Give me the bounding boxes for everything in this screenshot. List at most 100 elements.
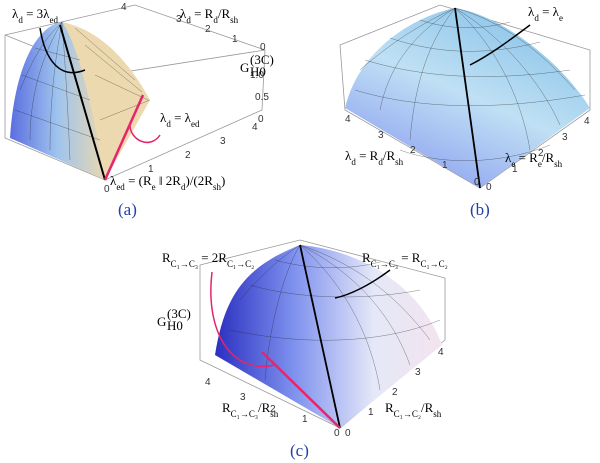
label-part: = R bbox=[515, 150, 538, 165]
subscript: d bbox=[213, 15, 218, 25]
subscript: ed bbox=[116, 182, 125, 192]
tick-label: 4 bbox=[121, 2, 127, 13]
label-part: R bbox=[362, 250, 371, 265]
label: λe = Re/Rsh bbox=[505, 150, 563, 169]
surface bbox=[62, 22, 150, 180]
z-label: G bbox=[157, 314, 166, 329]
label: RC₁→C₃ = 2RC₁→C₂ bbox=[162, 250, 254, 269]
tick-label: 0 bbox=[258, 114, 264, 125]
tick-label: 0 bbox=[345, 428, 351, 439]
label-part: )/(2R bbox=[185, 173, 213, 188]
tick-label: 3 bbox=[220, 136, 226, 147]
label: λd = Rd/Rsh bbox=[345, 148, 404, 167]
arrow bbox=[334, 269, 391, 299]
subscript: sh bbox=[395, 157, 404, 167]
label-part: = R bbox=[398, 250, 421, 265]
z-label-sub: H0 bbox=[167, 318, 183, 333]
label-part: = 2R bbox=[198, 250, 227, 265]
subscript: d bbox=[186, 15, 191, 25]
tick-label: 2 bbox=[410, 145, 416, 156]
tick-label: 1 bbox=[148, 164, 154, 175]
label-part: = λ bbox=[171, 110, 192, 125]
caption: (a) bbox=[118, 200, 137, 219]
z-label: G bbox=[240, 60, 249, 75]
label: λed = (Re ‖ 2Rd)/(2Rsh) bbox=[110, 173, 225, 192]
subscript: sh bbox=[230, 15, 239, 25]
subscript: d bbox=[534, 13, 539, 23]
tick-label: 3 bbox=[562, 132, 568, 143]
tick-label: 1 bbox=[368, 407, 374, 418]
subscript: e bbox=[559, 13, 563, 23]
plot-box bbox=[339, 4, 591, 189]
tick-label: 1 bbox=[512, 164, 518, 175]
label-part: /R bbox=[542, 150, 555, 165]
subscript: ed bbox=[191, 119, 200, 129]
subscript: C₁→C₂ bbox=[420, 259, 447, 269]
label-part: = R bbox=[356, 148, 379, 163]
tick-label: 0 bbox=[474, 177, 480, 188]
panel-c bbox=[199, 239, 446, 429]
tick-label: 3 bbox=[176, 14, 182, 25]
plot-box bbox=[199, 239, 446, 429]
label-part: λ bbox=[160, 110, 167, 125]
tick-label: 0 bbox=[334, 428, 340, 439]
tick-label: 2 bbox=[205, 24, 211, 35]
label-part: λ bbox=[110, 173, 117, 188]
arrow bbox=[129, 124, 161, 144]
subscript: sh bbox=[213, 182, 222, 192]
label: λd = λed bbox=[160, 110, 200, 129]
tick-label: 2 bbox=[185, 150, 191, 161]
label-part: = λ bbox=[539, 4, 560, 19]
tick-label: 3 bbox=[415, 367, 421, 378]
tick-label: 3 bbox=[240, 392, 246, 403]
tick-label: 4 bbox=[205, 377, 211, 388]
subscript: C₁→C₂ bbox=[394, 409, 421, 419]
panel-a bbox=[4, 4, 266, 181]
label-part: λ bbox=[180, 6, 187, 21]
label-part: R bbox=[162, 250, 171, 265]
subscript: e bbox=[152, 182, 156, 192]
label-part: ‖ 2R bbox=[156, 173, 182, 188]
subscript: C₁→C₃ bbox=[171, 259, 198, 269]
arrow bbox=[210, 271, 276, 368]
label-part: λ bbox=[505, 150, 512, 165]
curve bbox=[59, 24, 106, 181]
tick-label: 2 bbox=[538, 148, 544, 159]
tick-label: 0 bbox=[104, 184, 110, 195]
subscript: sh bbox=[554, 159, 563, 169]
label-part: λ bbox=[345, 148, 352, 163]
subscript: sh bbox=[270, 409, 279, 419]
tick-label: 2 bbox=[392, 387, 398, 398]
label: RC₁→C₃ = RC₁→C₂ bbox=[362, 250, 448, 269]
curve bbox=[103, 94, 145, 181]
subscript: sh bbox=[433, 409, 442, 419]
caption: (b) bbox=[470, 200, 490, 219]
label-part: /R bbox=[258, 400, 271, 415]
z-label-sub: H0 bbox=[250, 64, 266, 79]
subscript: e bbox=[538, 159, 542, 169]
subscript: d bbox=[166, 119, 171, 129]
z-label-sup: (3C) bbox=[250, 52, 274, 67]
tick-label: 4 bbox=[252, 122, 258, 133]
curve bbox=[454, 7, 481, 189]
z-label-sup: (3C) bbox=[167, 306, 191, 321]
label-part: /R bbox=[421, 400, 434, 415]
tick-label: 4 bbox=[584, 116, 590, 127]
label-part: = (R bbox=[125, 173, 152, 188]
tick-label: 1.0 bbox=[250, 70, 264, 81]
tick-label: 4 bbox=[438, 347, 444, 358]
caption: (c) bbox=[290, 441, 309, 460]
tick-label: 0.5 bbox=[255, 92, 269, 103]
arrow bbox=[39, 27, 86, 74]
subscript: d bbox=[378, 157, 383, 167]
label-part: /R bbox=[383, 148, 396, 163]
arrow bbox=[469, 24, 531, 66]
subscript: e bbox=[511, 159, 515, 169]
subscript: d bbox=[18, 15, 23, 25]
curve bbox=[299, 244, 341, 429]
tick-label: 0 bbox=[260, 42, 266, 53]
label: λd = λe bbox=[528, 4, 563, 23]
label-part: λ bbox=[12, 6, 19, 21]
tick-label: 3 bbox=[378, 130, 384, 141]
